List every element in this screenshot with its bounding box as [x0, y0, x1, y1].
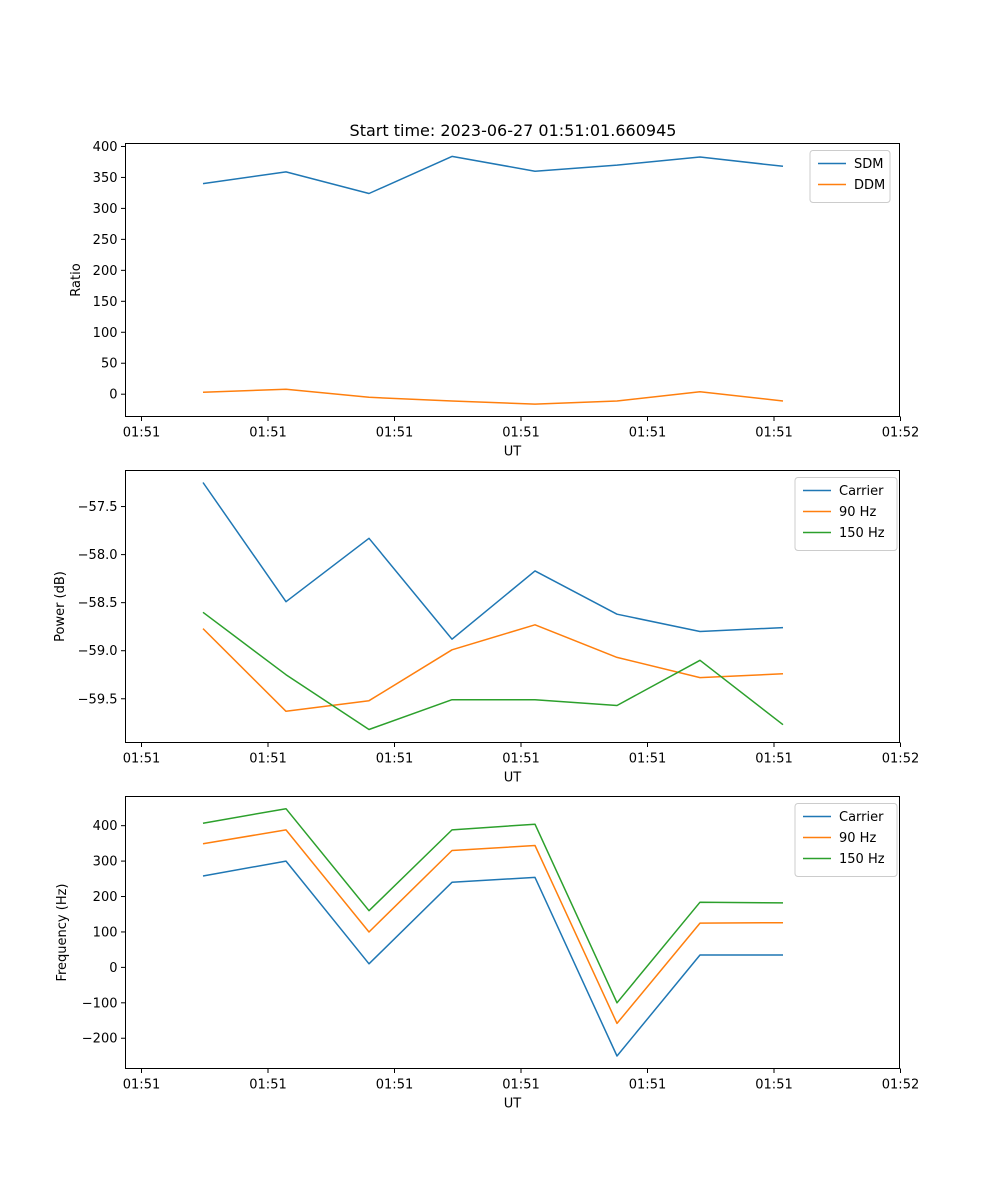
y-tick-label: 300 [93, 202, 118, 217]
legend-label: DDM [854, 178, 885, 193]
legend-label: 90 Hz [839, 505, 876, 520]
series-line-150-hz [202, 611, 784, 731]
plot-frame [125, 796, 900, 1069]
x-tick-label: 01:51 [249, 1078, 286, 1093]
x-tick-label: 01:51 [123, 1078, 160, 1093]
x-tick-label: 01:52 [882, 426, 919, 441]
x-tick-label: 01:51 [376, 1078, 413, 1093]
x-tick-label: 01:51 [629, 426, 666, 441]
x-tick-label: 01:51 [502, 426, 539, 441]
legend-label: 90 Hz [839, 831, 876, 846]
x-axis-label: UT [504, 445, 522, 460]
y-tick-label: 0 [109, 961, 117, 976]
y-tick-label: 250 [93, 233, 118, 248]
legend-label: 150 Hz [839, 526, 885, 541]
series-line-90-hz [202, 624, 784, 713]
x-tick-label: 01:51 [249, 426, 286, 441]
x-tick-label: 01:51 [629, 752, 666, 767]
y-tick-label: 100 [93, 925, 118, 940]
series-line-carrier [202, 482, 784, 640]
x-axis-label: UT [504, 771, 522, 786]
y-tick-label: −57.5 [78, 500, 118, 515]
x-tick-label: 01:52 [882, 752, 919, 767]
y-tick-label: 200 [93, 264, 118, 279]
y-tick-label: −58.5 [78, 596, 118, 611]
legend-label: SDM [854, 157, 883, 172]
y-tick-label: 200 [93, 890, 118, 905]
y-tick-label: 100 [93, 326, 118, 341]
x-tick-label: 01:51 [755, 426, 792, 441]
series-line-carrier [202, 860, 783, 1057]
y-axis-label: Frequency (Hz) [55, 883, 70, 981]
x-tick-label: 01:51 [502, 1078, 539, 1093]
y-tick-label: 350 [93, 171, 118, 186]
y-tick-label: 400 [93, 819, 118, 834]
plot-frame [125, 470, 900, 743]
x-tick-label: 01:51 [123, 752, 160, 767]
series-line-90-hz [202, 829, 784, 1025]
series-line-sdm [202, 155, 784, 195]
x-tick-label: 01:51 [123, 426, 160, 441]
series-line-150-hz [202, 807, 784, 1004]
y-axis-label: Ratio [69, 263, 84, 296]
x-tick-label: 01:52 [882, 1078, 919, 1093]
x-tick-label: 01:51 [249, 752, 286, 767]
y-axis-label: Power (dB) [53, 571, 68, 642]
x-tick-label: 01:51 [755, 752, 792, 767]
legend-label: Carrier [839, 810, 884, 825]
series-line-ddm [202, 388, 784, 405]
x-axis-label: UT [504, 1097, 522, 1112]
y-tick-label: −59.0 [78, 644, 118, 659]
y-tick-label: −59.5 [78, 692, 118, 707]
power-panel: 01:51 01:51 01:51 01:51 01:51 01:51 01:52 −57.5… [53, 470, 919, 786]
y-tick-label: 300 [93, 855, 118, 870]
x-tick-label: 01:51 [376, 426, 413, 441]
frequency-panel: 01:51 01:51 01:51 01:51 01:51 01:51 01:52 400 30… [55, 796, 919, 1112]
x-tick-label: 01:51 [502, 752, 539, 767]
plot-frame [125, 143, 900, 417]
figure-title: Start time: 2023-06-27 01:51:01.660945 [350, 121, 677, 140]
y-tick-label: 150 [93, 295, 118, 310]
y-tick-label: 0 [109, 388, 117, 403]
x-tick-label: 01:51 [376, 752, 413, 767]
x-tick-label: 01:51 [629, 1078, 666, 1093]
y-tick-label: −58.0 [78, 548, 118, 563]
y-tick-label: 50 [101, 357, 118, 372]
ratio-panel: 01:51 01:51 01:51 01:51 01:51 01:51 01:52 0 50 10… [69, 140, 919, 460]
legend-label: Carrier [839, 484, 884, 499]
y-tick-label: 400 [93, 140, 118, 155]
legend-label: 150 Hz [839, 852, 885, 867]
y-tick-label: −200 [82, 1032, 118, 1047]
y-tick-label: −100 [82, 996, 118, 1011]
x-tick-label: 01:51 [755, 1078, 792, 1093]
